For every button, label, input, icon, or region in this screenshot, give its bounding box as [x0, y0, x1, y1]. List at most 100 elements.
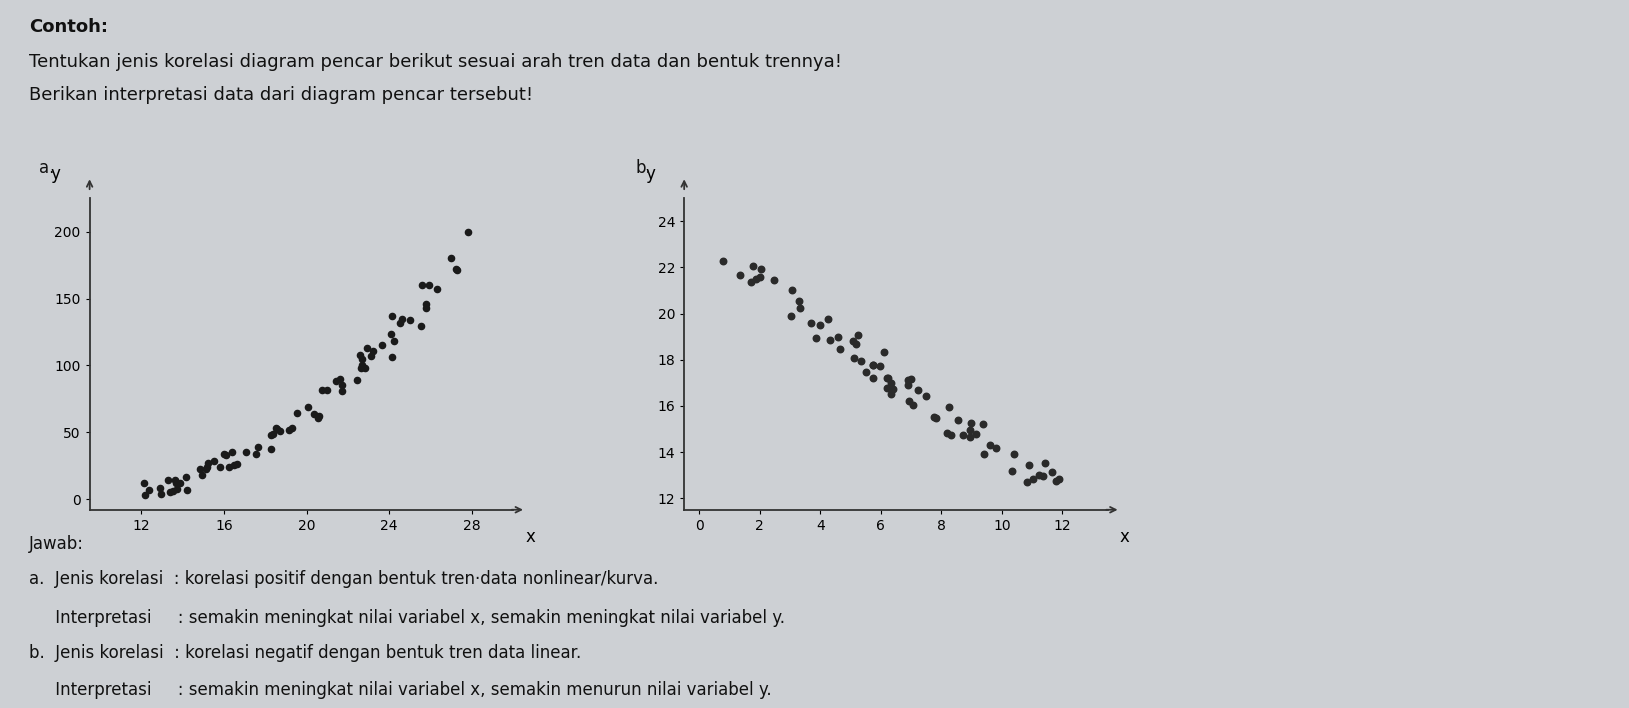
Point — [347, 349, 373, 360]
Point — [860, 359, 886, 370]
Text: x: x — [525, 528, 534, 547]
Point — [415, 280, 441, 291]
Point — [748, 263, 774, 275]
Point — [264, 424, 290, 435]
Point — [223, 458, 249, 469]
Point — [849, 355, 875, 367]
Point — [969, 418, 995, 430]
Point — [872, 347, 898, 358]
Point — [329, 386, 355, 397]
Point — [999, 465, 1025, 476]
Point — [956, 431, 982, 442]
Point — [878, 382, 904, 394]
Point — [1002, 448, 1028, 459]
Point — [854, 367, 880, 378]
Point — [963, 428, 989, 440]
Text: Jawab:: Jawab: — [29, 535, 85, 552]
Point — [896, 374, 922, 385]
Point — [912, 390, 938, 401]
Point — [1039, 467, 1065, 478]
Point — [174, 484, 200, 496]
Point — [1020, 473, 1046, 484]
Point — [824, 331, 850, 343]
Point — [958, 425, 984, 436]
Point — [867, 360, 893, 371]
Point — [424, 283, 450, 295]
Point — [443, 263, 469, 275]
Point — [301, 409, 327, 420]
Point — [368, 339, 394, 350]
Point — [279, 423, 305, 434]
Point — [409, 320, 435, 331]
Point — [147, 482, 173, 493]
Point — [409, 280, 435, 291]
Point — [194, 461, 220, 472]
Point — [808, 319, 834, 331]
Point — [244, 442, 270, 453]
Point — [828, 343, 854, 355]
Point — [1016, 459, 1043, 470]
Text: y: y — [645, 165, 655, 183]
Point — [922, 412, 948, 423]
Point — [349, 353, 375, 365]
Point — [728, 270, 754, 281]
Point — [295, 401, 321, 413]
Point — [257, 429, 283, 440]
Point — [982, 442, 1008, 454]
Point — [860, 372, 886, 384]
Point — [899, 399, 925, 411]
Point — [950, 429, 976, 440]
Point — [977, 440, 1003, 451]
Point — [875, 372, 901, 383]
Point — [207, 461, 233, 472]
Point — [875, 382, 901, 394]
Point — [160, 486, 186, 497]
Point — [267, 425, 293, 436]
Point — [803, 332, 829, 343]
Point — [842, 353, 868, 364]
Text: y: y — [50, 165, 60, 183]
Point — [738, 277, 764, 288]
Point — [380, 310, 406, 321]
Point — [937, 401, 963, 413]
Point — [898, 373, 924, 384]
Point — [1043, 475, 1069, 486]
Point — [798, 317, 824, 329]
Point — [787, 302, 813, 314]
Point — [842, 338, 868, 349]
Point — [412, 299, 438, 310]
Text: b.: b. — [635, 159, 652, 177]
Point — [389, 314, 415, 325]
Point — [360, 346, 386, 357]
Text: Interpretasi     : semakin meningkat nilai variabel x, semakin meningkat nilai v: Interpretasi : semakin meningkat nilai v… — [29, 609, 785, 627]
Point — [306, 411, 332, 422]
Text: b.  Jenis korelasi  : korelasi negatif dengan bentuk tren data linear.: b. Jenis korelasi : korelasi negatif den… — [29, 644, 582, 662]
Point — [971, 448, 997, 459]
Point — [189, 469, 215, 480]
Point — [156, 486, 182, 498]
Point — [741, 260, 767, 271]
Point — [243, 449, 269, 460]
Point — [1033, 457, 1059, 468]
Point — [261, 429, 287, 440]
Point — [378, 329, 404, 340]
Point — [860, 360, 886, 371]
Point — [748, 272, 774, 283]
Point — [878, 377, 904, 389]
Point — [344, 375, 370, 386]
Point — [155, 474, 181, 486]
Point — [215, 462, 241, 473]
Point — [222, 459, 248, 471]
Point — [454, 226, 481, 237]
Point — [880, 384, 906, 395]
Point — [213, 449, 239, 460]
Text: a.: a. — [39, 159, 54, 177]
Point — [841, 335, 867, 346]
Text: Tentukan jenis korelasi diagram pencar berikut sesuai arah tren data dan bentuk : Tentukan jenis korelasi diagram pencar b… — [29, 53, 842, 71]
Point — [761, 275, 787, 286]
Point — [173, 472, 199, 483]
Point — [358, 350, 384, 361]
Point — [166, 477, 192, 489]
Point — [233, 446, 259, 457]
Text: Interpretasi     : semakin meningkat nilai variabel x, semakin menurun nilai var: Interpretasi : semakin meningkat nilai v… — [29, 681, 772, 699]
